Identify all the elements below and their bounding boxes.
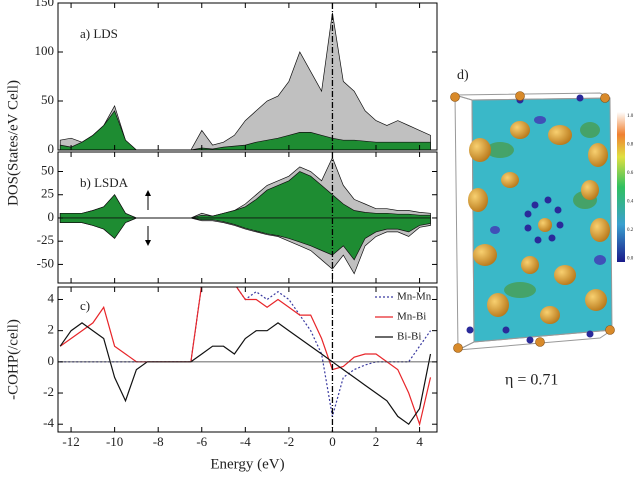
y-tick-label: 2: [48, 322, 55, 337]
y-tick-label: 100: [35, 43, 55, 58]
caption: η = 0.71: [505, 372, 558, 389]
frame: [454, 94, 475, 351]
panel-label: a) LDS: [80, 26, 118, 41]
line: [59, 322, 432, 426]
y-tick-label: 50: [41, 92, 54, 107]
y-tick-label: 0: [48, 209, 55, 224]
colorbar-label: 0.4: [627, 200, 634, 205]
y-tick-label: 4: [48, 290, 55, 305]
x-tick-label: -2: [283, 434, 294, 449]
spin-arrow: [145, 189, 151, 196]
atoms: [450, 91, 615, 353]
structure-image: [450, 91, 625, 353]
legend-label: Mn-Mn: [397, 291, 432, 303]
axes-frame: [57, 286, 438, 433]
y-tick-label: 25: [41, 186, 54, 201]
area: [59, 217, 431, 261]
spin-arrow: [145, 239, 151, 246]
legend-label: Mn-Bi: [397, 311, 426, 323]
plot: [59, 12, 431, 150]
y-tick-label: -2: [43, 384, 54, 399]
pattern: [490, 116, 606, 265]
x-tick-label: -12: [62, 434, 79, 449]
x-axis-label: Energy (eV): [210, 456, 284, 472]
panel-label: b) LSDA: [80, 175, 129, 190]
y-tick-label: -4: [43, 415, 54, 430]
axes-frame: [57, 2, 438, 151]
panel-label: c): [80, 298, 90, 313]
atoms: [466, 94, 594, 344]
panel-label: d): [457, 68, 469, 83]
x-tick-label: 0: [329, 434, 336, 449]
y-axis-label: -COHP(/cell): [5, 319, 21, 400]
area: [59, 110, 431, 150]
colorbar: [617, 112, 625, 262]
area: [59, 171, 431, 219]
colorbar-label: 0.6: [627, 171, 634, 176]
colorbar-label: 0.8: [627, 143, 634, 148]
colorbar-label: 1.0: [627, 114, 634, 119]
y-tick-label: 50: [41, 162, 54, 177]
y-axis-label: DOS(States/eV Cell): [5, 80, 21, 206]
y-tick-label: 0: [48, 141, 55, 156]
plot: [59, 156, 431, 275]
area: [59, 12, 431, 150]
y-tick-label: -25: [37, 232, 54, 247]
colorbar-label: 0.2: [627, 228, 634, 233]
y-tick-label: -50: [37, 255, 54, 270]
colorbar-label: 0.0: [627, 257, 634, 262]
legend-label: Bi-Bi: [397, 331, 421, 343]
pattern: [486, 122, 600, 298]
line: [59, 287, 432, 427]
frame: [454, 92, 611, 101]
x-tick-label: -10: [106, 434, 123, 449]
x-tick-label: 2: [373, 434, 380, 449]
plot: [59, 287, 432, 427]
x-tick-label: 4: [416, 434, 423, 449]
x-tick-label: -8: [153, 434, 164, 449]
y-tick-label: 150: [35, 0, 55, 9]
y-tick-label: 0: [48, 353, 55, 368]
line: [60, 287, 431, 417]
isosurface: [468, 121, 610, 324]
x-tick-label: -6: [196, 434, 207, 449]
x-tick-label: -4: [240, 434, 251, 449]
